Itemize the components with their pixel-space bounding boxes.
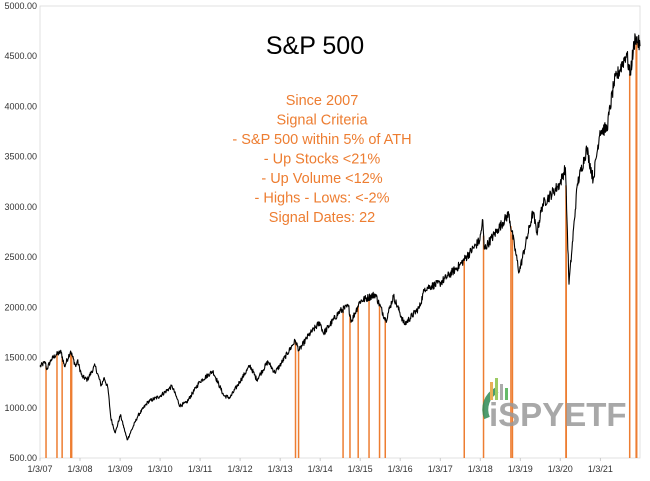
annotation-line: - Highs - Lows: <-2%	[255, 191, 390, 207]
annotation-line: Since 2007	[286, 93, 359, 109]
logo-bars-icon	[482, 378, 508, 420]
annotation-line: Signal Dates: 22	[269, 210, 375, 226]
annotation-line: - Up Volume <12%	[261, 171, 382, 187]
y-tick-label: 1000.00	[4, 403, 37, 413]
series-group	[39, 33, 641, 441]
x-tick-label: 1/3/15	[348, 464, 373, 474]
annotation-line: - S&P 500 within 5% of ATH	[232, 132, 411, 148]
y-tick-label: 4500.00	[4, 51, 37, 61]
y-tick-label: 5000.00	[4, 1, 37, 11]
y-tick-label: 4000.00	[4, 101, 37, 111]
x-tick-label: 1/3/16	[388, 464, 413, 474]
chart-title: S&P 500	[266, 32, 364, 60]
x-tick-label: 1/3/21	[588, 464, 613, 474]
x-tick-label: 1/3/13	[268, 464, 293, 474]
x-tick-label: 1/3/11	[188, 464, 212, 474]
sp500-price-line	[39, 33, 641, 441]
svg-text:iSPYETF: iSPYETF	[489, 396, 627, 433]
x-tick-label: 1/3/17	[428, 464, 453, 474]
annotation-block: Since 2007 Signal Criteria - S&P 500 withi…	[232, 93, 411, 226]
x-tick-label: 1/3/12	[228, 464, 253, 474]
signal-lines	[45, 38, 638, 458]
x-tick-label: 1/3/07	[27, 464, 52, 474]
y-tick-label: 500.00	[9, 453, 37, 463]
y-tick-label: 3000.00	[4, 202, 37, 212]
x-axis: 1/3/07 1/3/08 1/3/09 1/3/10 1/3/11 1/3/12 1/3/…	[27, 458, 613, 474]
x-tick-label: 1/3/08	[67, 464, 92, 474]
x-tick-label: 1/3/09	[108, 464, 133, 474]
y-tick-label: 3500.00	[4, 152, 37, 162]
x-tick-label: 1/3/19	[508, 464, 533, 474]
plot-area-border	[39, 5, 641, 459]
annotation-line: Signal Criteria	[276, 113, 368, 129]
ispyetf-logo: iSPYETF	[482, 378, 627, 433]
y-axis: 500.00 1000.00 1500.00 2000.00 2500.00 3000.0…	[4, 1, 37, 463]
x-tick-label: 1/3/14	[308, 464, 333, 474]
x-tick-label: 1/3/20	[548, 464, 573, 474]
annotation-line: - Up Stocks <21%	[264, 152, 381, 168]
x-tick-label: 1/3/18	[468, 464, 493, 474]
x-tick-label: 1/3/10	[148, 464, 173, 474]
y-tick-label: 1500.00	[4, 353, 37, 363]
y-tick-label: 2500.00	[4, 252, 37, 262]
y-tick-label: 2000.00	[4, 302, 37, 312]
